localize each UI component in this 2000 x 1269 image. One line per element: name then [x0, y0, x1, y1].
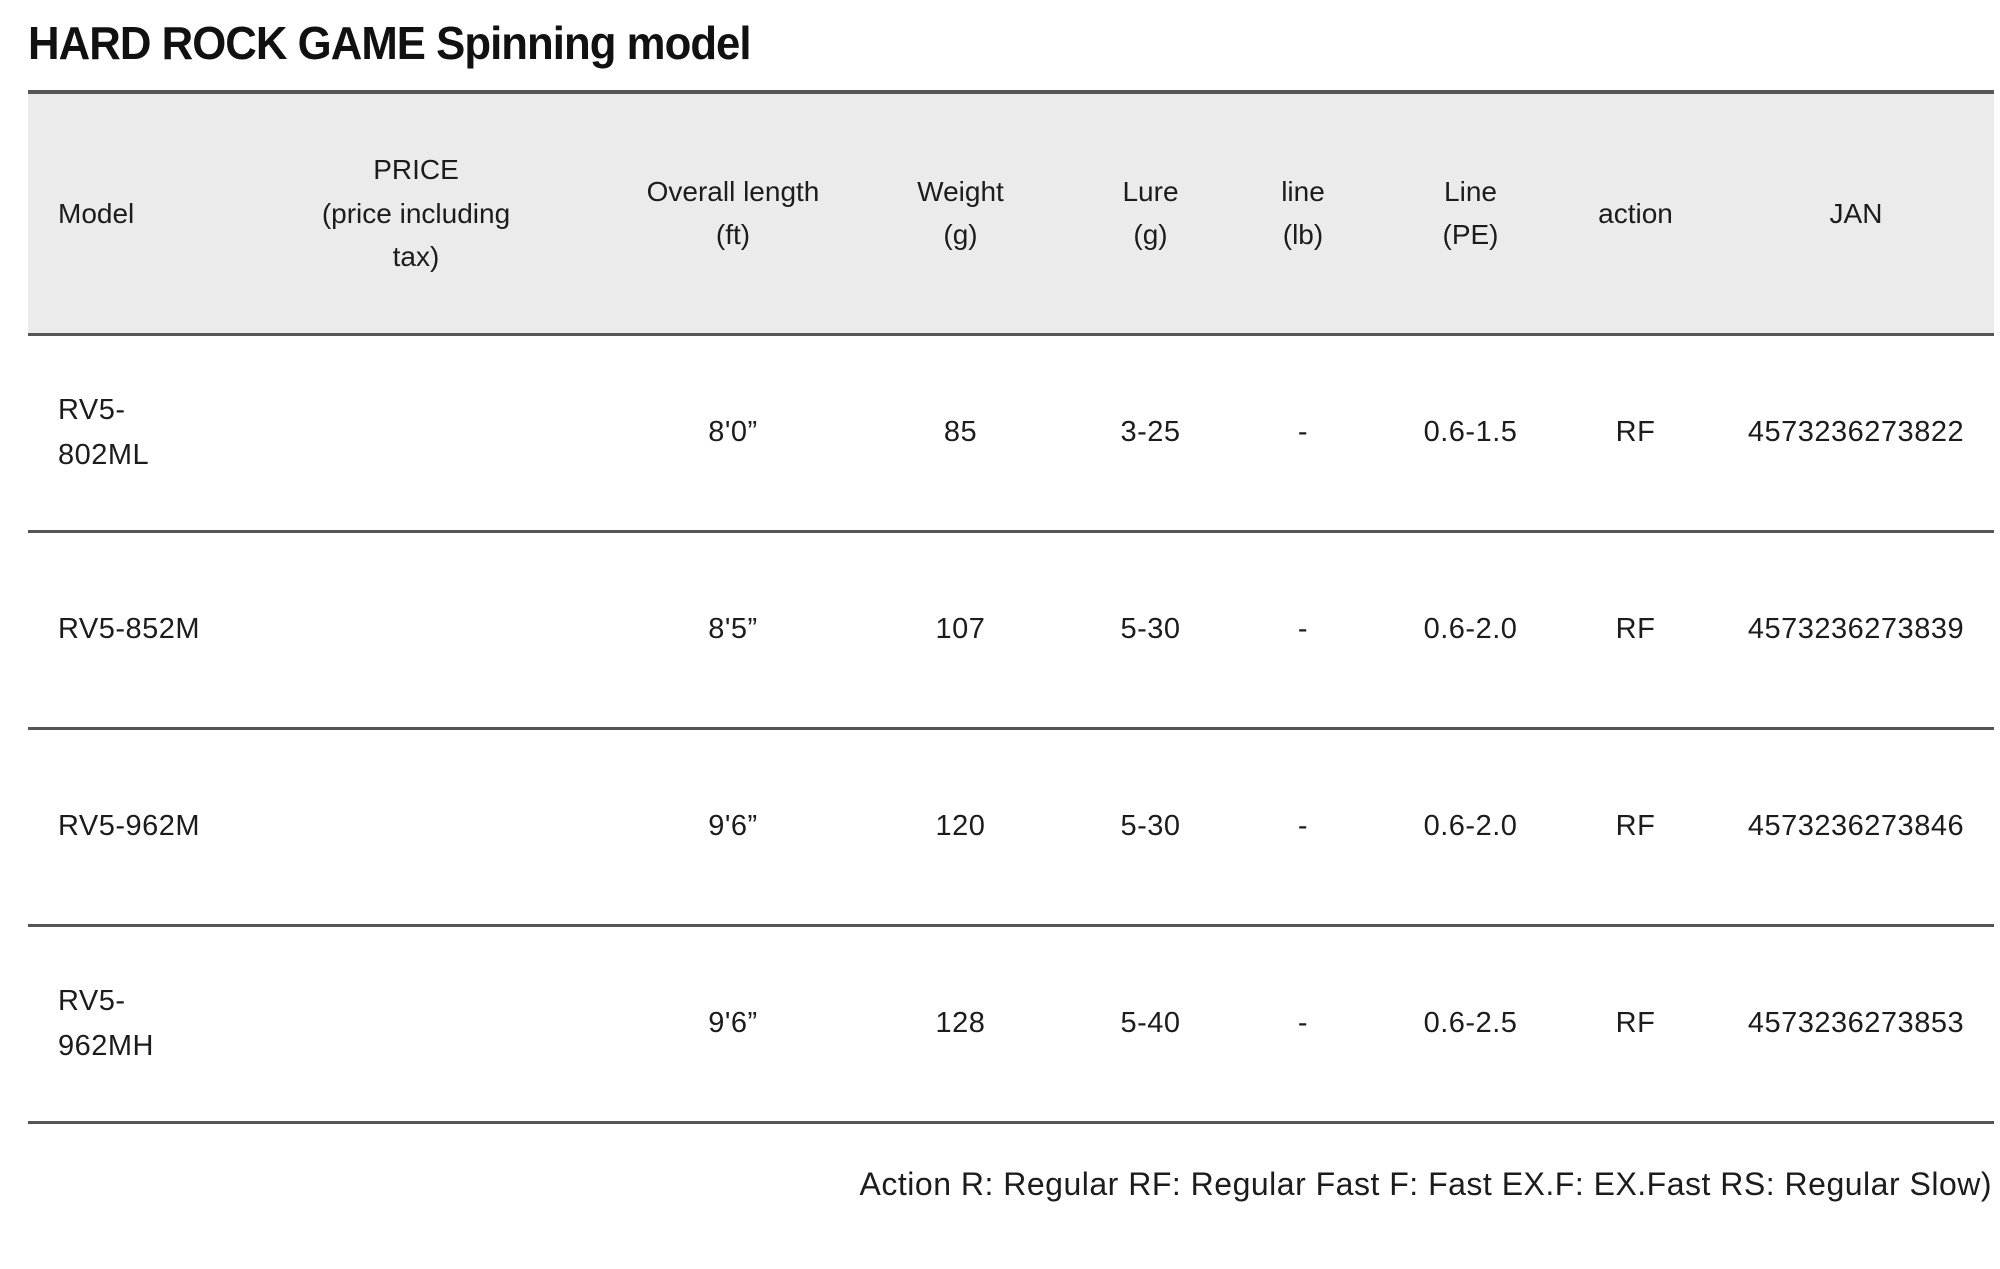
column-header-line-pe: Line (PE) — [1388, 92, 1553, 336]
column-header-overall-length-label: Overall length (ft) — [646, 175, 820, 251]
cell-lure: 5-30 — [1083, 531, 1218, 730]
cell-model: RV5-852M — [28, 531, 204, 730]
model-text: RV5-802ML — [58, 393, 150, 471]
table-body: RV5-802ML 8'0” 85 3-25 - 0.6-1.5 RF 4573… — [28, 334, 1994, 1124]
column-header-line-pe-label: Line (PE) — [1442, 175, 1499, 251]
column-header-model-label: Model — [58, 197, 135, 229]
column-header-lure-label: Lure (g) — [1122, 175, 1179, 251]
column-header-overall-length: Overall length (ft) — [628, 92, 838, 336]
column-header-price-label: PRICE (price including tax) — [321, 154, 511, 272]
model-text: RV5-962MH — [58, 984, 154, 1062]
cell-price — [204, 925, 628, 1124]
cell-jan: 4573236273822 — [1718, 334, 1994, 533]
column-header-line-lb-label: line (lb) — [1281, 175, 1325, 251]
cell-line-lb: - — [1218, 925, 1388, 1124]
cell-jan: 4573236273846 — [1718, 728, 1994, 927]
table-row: RV5-852M 8'5” 107 5-30 - 0.6-2.0 RF 4573… — [28, 531, 1994, 730]
cell-lure: 5-40 — [1083, 925, 1218, 1124]
page: HARD ROCK GAME Spinning model Model PRIC… — [0, 16, 2000, 1203]
table-row: RV5-962MH 9'6” 128 5-40 - 0.6-2.5 RF 457… — [28, 925, 1994, 1124]
table-row: RV5-962M 9'6” 120 5-30 - 0.6-2.0 RF 4573… — [28, 728, 1994, 927]
cell-overall-length: 9'6” — [628, 925, 838, 1124]
cell-action: RF — [1553, 334, 1718, 533]
column-header-line-lb: line (lb) — [1218, 92, 1388, 336]
column-header-weight: Weight (g) — [838, 92, 1083, 336]
cell-line-pe: 0.6-2.5 — [1388, 925, 1553, 1124]
cell-action: RF — [1553, 531, 1718, 730]
cell-model: RV5-962MH — [28, 925, 204, 1124]
cell-jan: 4573236273839 — [1718, 531, 1994, 730]
column-header-price: PRICE (price including tax) — [204, 92, 628, 336]
cell-weight: 128 — [838, 925, 1083, 1124]
cell-overall-length: 9'6” — [628, 728, 838, 927]
cell-lure: 3-25 — [1083, 334, 1218, 533]
cell-price — [204, 728, 628, 927]
cell-model: RV5-802ML — [28, 334, 204, 533]
cell-line-lb: - — [1218, 531, 1388, 730]
cell-lure: 5-30 — [1083, 728, 1218, 927]
column-header-weight-label: Weight (g) — [917, 175, 1004, 251]
cell-price — [204, 334, 628, 533]
cell-weight: 120 — [838, 728, 1083, 927]
cell-weight: 85 — [838, 334, 1083, 533]
table-header: Model PRICE (price including tax) Overal… — [28, 92, 1994, 336]
cell-jan: 4573236273853 — [1718, 925, 1994, 1124]
model-text: RV5-962M — [58, 810, 201, 843]
cell-weight: 107 — [838, 531, 1083, 730]
header-row: Model PRICE (price including tax) Overal… — [28, 92, 1994, 336]
column-header-action-label: action — [1598, 197, 1673, 229]
cell-line-lb: - — [1218, 728, 1388, 927]
cell-line-pe: 0.6-1.5 — [1388, 334, 1553, 533]
cell-line-pe: 0.6-2.0 — [1388, 531, 1553, 730]
column-header-model: Model — [28, 92, 204, 336]
cell-model: RV5-962M — [28, 728, 204, 927]
column-header-action: action — [1553, 92, 1718, 336]
spec-table: Model PRICE (price including tax) Overal… — [28, 90, 1994, 1124]
cell-price — [204, 531, 628, 730]
column-header-lure: Lure (g) — [1083, 92, 1218, 336]
cell-action: RF — [1553, 728, 1718, 927]
action-legend: Action R: Regular RF: Regular Fast F: Fa… — [859, 1165, 1992, 1202]
cell-action: RF — [1553, 925, 1718, 1124]
column-header-jan: JAN — [1718, 92, 1994, 336]
model-text: RV5-852M — [58, 613, 201, 646]
table-row: RV5-802ML 8'0” 85 3-25 - 0.6-1.5 RF 4573… — [28, 334, 1994, 533]
cell-line-lb: - — [1218, 334, 1388, 533]
cell-overall-length: 8'0” — [628, 334, 838, 533]
cell-overall-length: 8'5” — [628, 531, 838, 730]
cell-line-pe: 0.6-2.0 — [1388, 728, 1553, 927]
column-header-jan-label: JAN — [1829, 197, 1883, 229]
page-title: HARD ROCK GAME Spinning model — [28, 17, 752, 69]
